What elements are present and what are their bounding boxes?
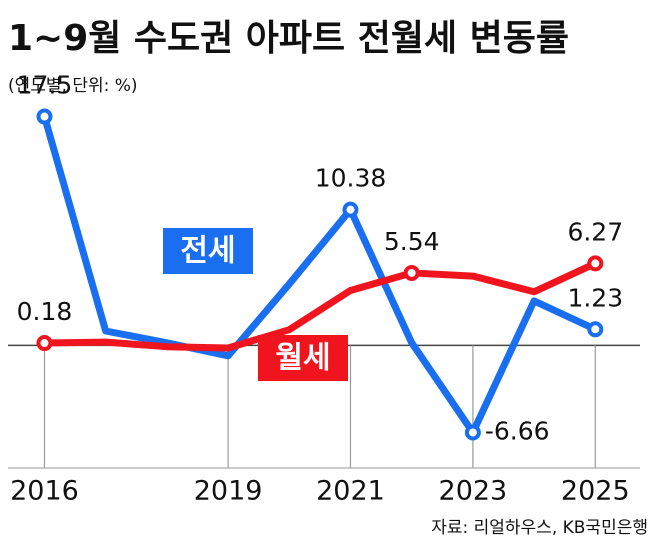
x-tick-label: 2016	[10, 476, 79, 507]
x-tick-label: 2021	[316, 476, 385, 507]
legend-label: 월세	[275, 341, 330, 376]
series-line	[41, 115, 597, 436]
value-label: 5.54	[384, 227, 440, 256]
point	[36, 108, 53, 125]
point	[36, 335, 53, 352]
x-tick-label: 2019	[194, 476, 263, 507]
value-label: 17.5	[17, 71, 73, 100]
series-line	[44, 260, 597, 352]
legend-label: 전세	[180, 234, 235, 269]
x-tick-label: 2023	[439, 476, 508, 507]
point	[587, 321, 604, 338]
point	[464, 424, 481, 441]
value-label: 10.38	[315, 164, 387, 193]
legend-box	[258, 335, 348, 381]
value-label: -6.66	[485, 416, 550, 445]
point	[587, 255, 604, 272]
x-tick-label: 2025	[561, 476, 630, 507]
point	[342, 201, 359, 218]
value-label: 0.18	[17, 297, 73, 326]
point	[403, 264, 420, 281]
legend-box	[163, 228, 253, 274]
source: 자료: 리얼하우스, KB국민은행	[431, 518, 648, 538]
chart-title: 1~9월 수도권 아파트 전월세 변동률	[8, 18, 569, 59]
value-label: 6.27	[567, 217, 623, 246]
chart-subtitle: (연도별, 단위: %)	[8, 76, 138, 96]
value-label: 1.23	[567, 283, 623, 312]
